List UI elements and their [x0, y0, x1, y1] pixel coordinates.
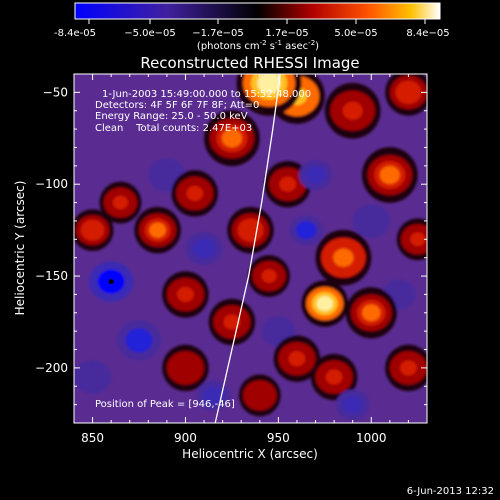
colorbar-tick-label: 8.4e−05	[406, 28, 449, 39]
y-tick-label: −150	[35, 269, 68, 283]
heatmap-blob	[203, 386, 224, 405]
x-tick-label: 900	[174, 431, 197, 445]
heatmap-blob	[85, 223, 101, 237]
colorbar-units: (photons cm-2 s-1 asec-2)	[197, 39, 319, 52]
info-energy-range: Energy Range: 25.0 - 50.0 keV	[95, 111, 248, 122]
heatmap-blob	[342, 101, 363, 120]
heatmap-blob	[221, 129, 242, 148]
heatmap-blob	[149, 222, 166, 238]
x-axis-label: Heliocentric X (arcsec)	[182, 447, 318, 461]
heatmap-blob	[305, 165, 326, 185]
y-tick-label: −200	[35, 361, 68, 375]
y-tick-label: −100	[35, 177, 68, 191]
y-axis-label: Heliocentric Y (arcsec)	[13, 181, 27, 316]
heatmap-blob	[279, 176, 297, 192]
heatmap-blob	[177, 360, 194, 376]
peak-position: Position of Peak = [946,-46]	[95, 399, 235, 410]
info-counts: Clean Total counts: 2.47E+03	[95, 123, 252, 134]
heatmap-blob	[186, 185, 204, 201]
heatmap-blob	[342, 395, 363, 414]
heatmap-blob	[192, 238, 216, 259]
heatmap-blob	[223, 314, 241, 330]
colorbar-tick-label: 5.0e−05	[334, 28, 377, 39]
heatmap-blob	[410, 232, 426, 247]
heatmap-blob	[261, 269, 277, 283]
heatmap-blob	[325, 369, 343, 385]
x-tick-label: 850	[81, 431, 104, 445]
heatmap-blob	[242, 222, 259, 238]
chart-title: Reconstructed RHESSI Image	[140, 54, 359, 72]
y-tick-label: −50	[43, 85, 68, 99]
heatmap-blob	[257, 74, 281, 94]
heatmap-blob	[125, 328, 153, 353]
heatmap-blob	[177, 286, 194, 302]
info-detectors: Detectors: 4F 5F 6F 7F 8F; Att=0	[95, 100, 259, 111]
heatmap-blob	[400, 360, 417, 376]
heatmap-blob	[296, 221, 317, 240]
heatmap-blob	[362, 304, 381, 322]
heatmap-blob	[112, 195, 128, 210]
solar-limb-curve	[214, 74, 281, 423]
heatmap-blob	[389, 285, 410, 304]
heatmap-blob	[268, 322, 289, 341]
colorbar-tick-label: −5.0e−05	[124, 28, 176, 39]
info-time-range: 1-Jun-2003 15:49:00.000 to 15:52:48.000	[102, 89, 311, 100]
timestamp: 6-Jun-2013 12:32	[407, 486, 494, 497]
heatmap-blob	[360, 210, 383, 231]
x-tick-label: 950	[267, 431, 290, 445]
x-axis-ticks: 850 900 950 1000	[73, 74, 428, 445]
heatmap-blobs	[74, 74, 427, 420]
source-marker	[108, 279, 114, 285]
heatmap-blob	[288, 351, 306, 367]
heatmap-blob	[81, 367, 104, 388]
heatmap-blob	[155, 164, 179, 186]
heatmap-blob	[252, 388, 268, 403]
heatmap-blob	[400, 84, 417, 100]
colorbar-ticks	[88, 19, 426, 24]
x-tick-label: 1000	[356, 431, 387, 445]
plot-frame	[73, 73, 428, 424]
y-axis-ticks: −50 −100 −150 −200	[35, 73, 427, 424]
colorbar-tick-label: 1.7e−05	[265, 28, 308, 39]
colorbar-tick-label: −1.7e−05	[192, 28, 244, 39]
heatmap-blob	[333, 248, 354, 267]
heatmap-blob	[316, 296, 334, 312]
colorbar-tick-label: -8.4e-05	[54, 28, 96, 39]
colorbar	[74, 2, 441, 20]
heatmap-blob	[379, 165, 400, 185]
